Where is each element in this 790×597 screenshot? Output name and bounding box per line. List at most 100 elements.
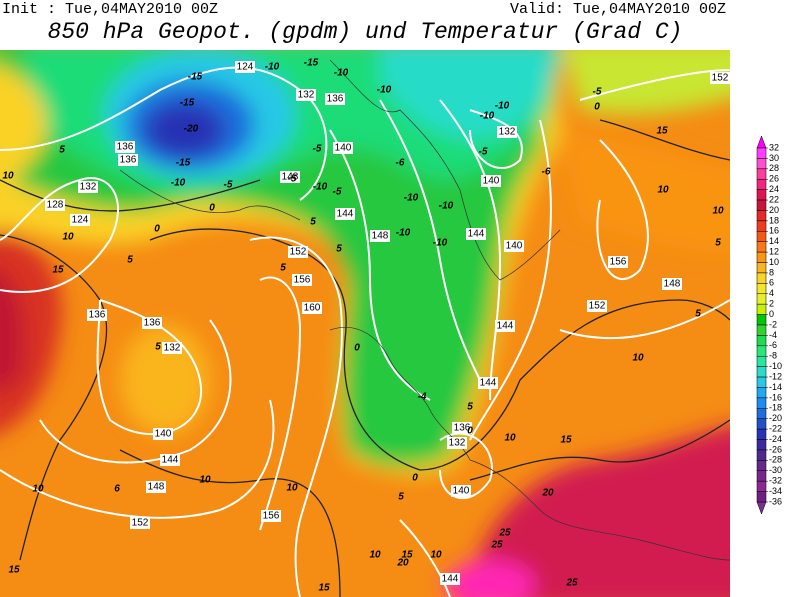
colorbar-label: -10 xyxy=(769,361,782,371)
temperature-label: -20 xyxy=(184,124,199,135)
colorbar-label: -2 xyxy=(769,319,777,329)
colorbar-label: -8 xyxy=(769,351,777,361)
colorbar-swatch xyxy=(756,387,767,399)
temperature-label: 25 xyxy=(498,528,511,539)
temperature-label: 0 xyxy=(467,426,473,437)
height-label-box xyxy=(325,93,345,105)
height-label: 156 xyxy=(610,257,627,268)
colorbar-swatch xyxy=(756,428,767,440)
height-label: 140 xyxy=(483,176,500,187)
temperature-label: -6 xyxy=(396,158,405,169)
colorbar-label: 6 xyxy=(769,278,774,288)
colorbar-label: -6 xyxy=(769,340,777,350)
temperature-label: 10 xyxy=(504,433,516,444)
height-label-box xyxy=(495,320,515,332)
temperature-label: -10 xyxy=(439,201,454,212)
height-label: 140 xyxy=(506,241,523,252)
colorbar-label: 0 xyxy=(769,309,774,319)
height-label-box xyxy=(45,199,65,211)
map-title: 850 hPa Geopot. (gpdm) und Temperatur (G… xyxy=(48,19,683,45)
temperature-label: 20 xyxy=(541,488,554,499)
height-label-box xyxy=(466,228,486,240)
height-label-box xyxy=(302,302,322,314)
colorbar-swatch xyxy=(756,480,767,492)
temperature-label: -5 xyxy=(224,180,233,191)
init-time: Init : Tue,04MAY2010 00Z xyxy=(2,1,218,18)
colorbar-label: -26 xyxy=(769,444,782,454)
height-label: 136 xyxy=(454,423,471,434)
colorbar-swatch xyxy=(756,199,767,211)
colorbar-label: 4 xyxy=(769,288,774,298)
colorbar-label: 18 xyxy=(769,215,779,225)
colorbar-swatch xyxy=(756,408,767,419)
colorbar-arrow-top xyxy=(756,135,767,149)
colorbar-label: -28 xyxy=(769,455,782,465)
temperature-label: 25 xyxy=(490,540,503,551)
height-label-box xyxy=(292,274,312,286)
coastlines xyxy=(119,59,730,561)
height-label: 132 xyxy=(164,343,181,354)
colorbar-swatch xyxy=(756,147,767,159)
colorbar-swatch xyxy=(756,272,767,284)
colorbar-swatch xyxy=(756,210,767,222)
temperature-label: 0 xyxy=(154,224,160,235)
temperature-label: 5 xyxy=(695,309,701,320)
colorbar-swatch xyxy=(756,449,767,461)
colorbar-label: -24 xyxy=(769,434,782,444)
height-label: 136 xyxy=(120,155,137,166)
temperature-label: 5 xyxy=(715,238,721,249)
height-label: 152 xyxy=(290,247,307,258)
temperature-label: -4 xyxy=(418,392,427,403)
colorbar-swatch xyxy=(756,418,767,430)
contour-labels: 124 132 136 136 136 132 128 124 148 140 144 148 152 1… xyxy=(2,58,730,594)
temperature-label: -6 xyxy=(542,167,551,178)
height-label-box xyxy=(118,154,138,166)
temperature-label: -10 xyxy=(480,111,495,122)
temperature-label: 10 xyxy=(632,353,644,364)
temperature-label: 0 xyxy=(209,203,215,214)
temperature-label: 10 xyxy=(62,232,74,243)
height-label: 136 xyxy=(144,318,161,329)
colorbar-swatch xyxy=(756,397,767,409)
height-label: 144 xyxy=(497,321,514,332)
colorbar-label: 16 xyxy=(769,226,779,236)
height-label: 152 xyxy=(712,73,729,84)
map-area: 124 132 136 136 136 132 128 124 148 140 144 148 152 1… xyxy=(0,50,730,597)
height-label-box xyxy=(710,72,730,84)
temperature-label: 15 xyxy=(52,265,64,276)
colorbar-swatch xyxy=(756,335,767,347)
colorbar-label: 10 xyxy=(769,257,779,267)
height-label: 156 xyxy=(263,511,280,522)
height-label-box xyxy=(280,171,300,183)
colorbar-swatch xyxy=(756,241,767,253)
temperature-label: -5 xyxy=(479,147,488,158)
colorbar-swatch xyxy=(756,314,767,326)
colorbar-swatch xyxy=(756,293,767,305)
height-label-box xyxy=(662,278,682,290)
height-label: 148 xyxy=(664,279,681,290)
height-label-box xyxy=(153,428,173,440)
geopotential-contours xyxy=(0,66,730,597)
height-label: 148 xyxy=(372,231,389,242)
colorbar-swatch xyxy=(756,262,767,274)
height-label: 136 xyxy=(89,310,106,321)
temperature-label: 5 xyxy=(336,244,342,255)
valid-time: Valid: Tue,04MAY2010 00Z xyxy=(510,1,726,18)
colorbar-swatch xyxy=(756,366,767,378)
temperature-label: 10 xyxy=(199,475,211,486)
temperature-label: 10 xyxy=(430,550,442,561)
height-label-box xyxy=(447,437,467,449)
colorbar-swatch xyxy=(756,168,767,180)
height-label: 140 xyxy=(335,143,352,154)
temperature-label: 10 xyxy=(369,550,381,561)
height-label-box xyxy=(142,317,162,329)
colorbar-swatch xyxy=(756,251,767,263)
temperature-label: -5 xyxy=(313,144,322,155)
temperature-label: 5 xyxy=(59,145,65,156)
colorbar-swatch xyxy=(756,178,767,190)
height-label: 132 xyxy=(80,182,97,193)
height-label-box xyxy=(115,141,135,153)
height-label-box xyxy=(160,454,180,466)
